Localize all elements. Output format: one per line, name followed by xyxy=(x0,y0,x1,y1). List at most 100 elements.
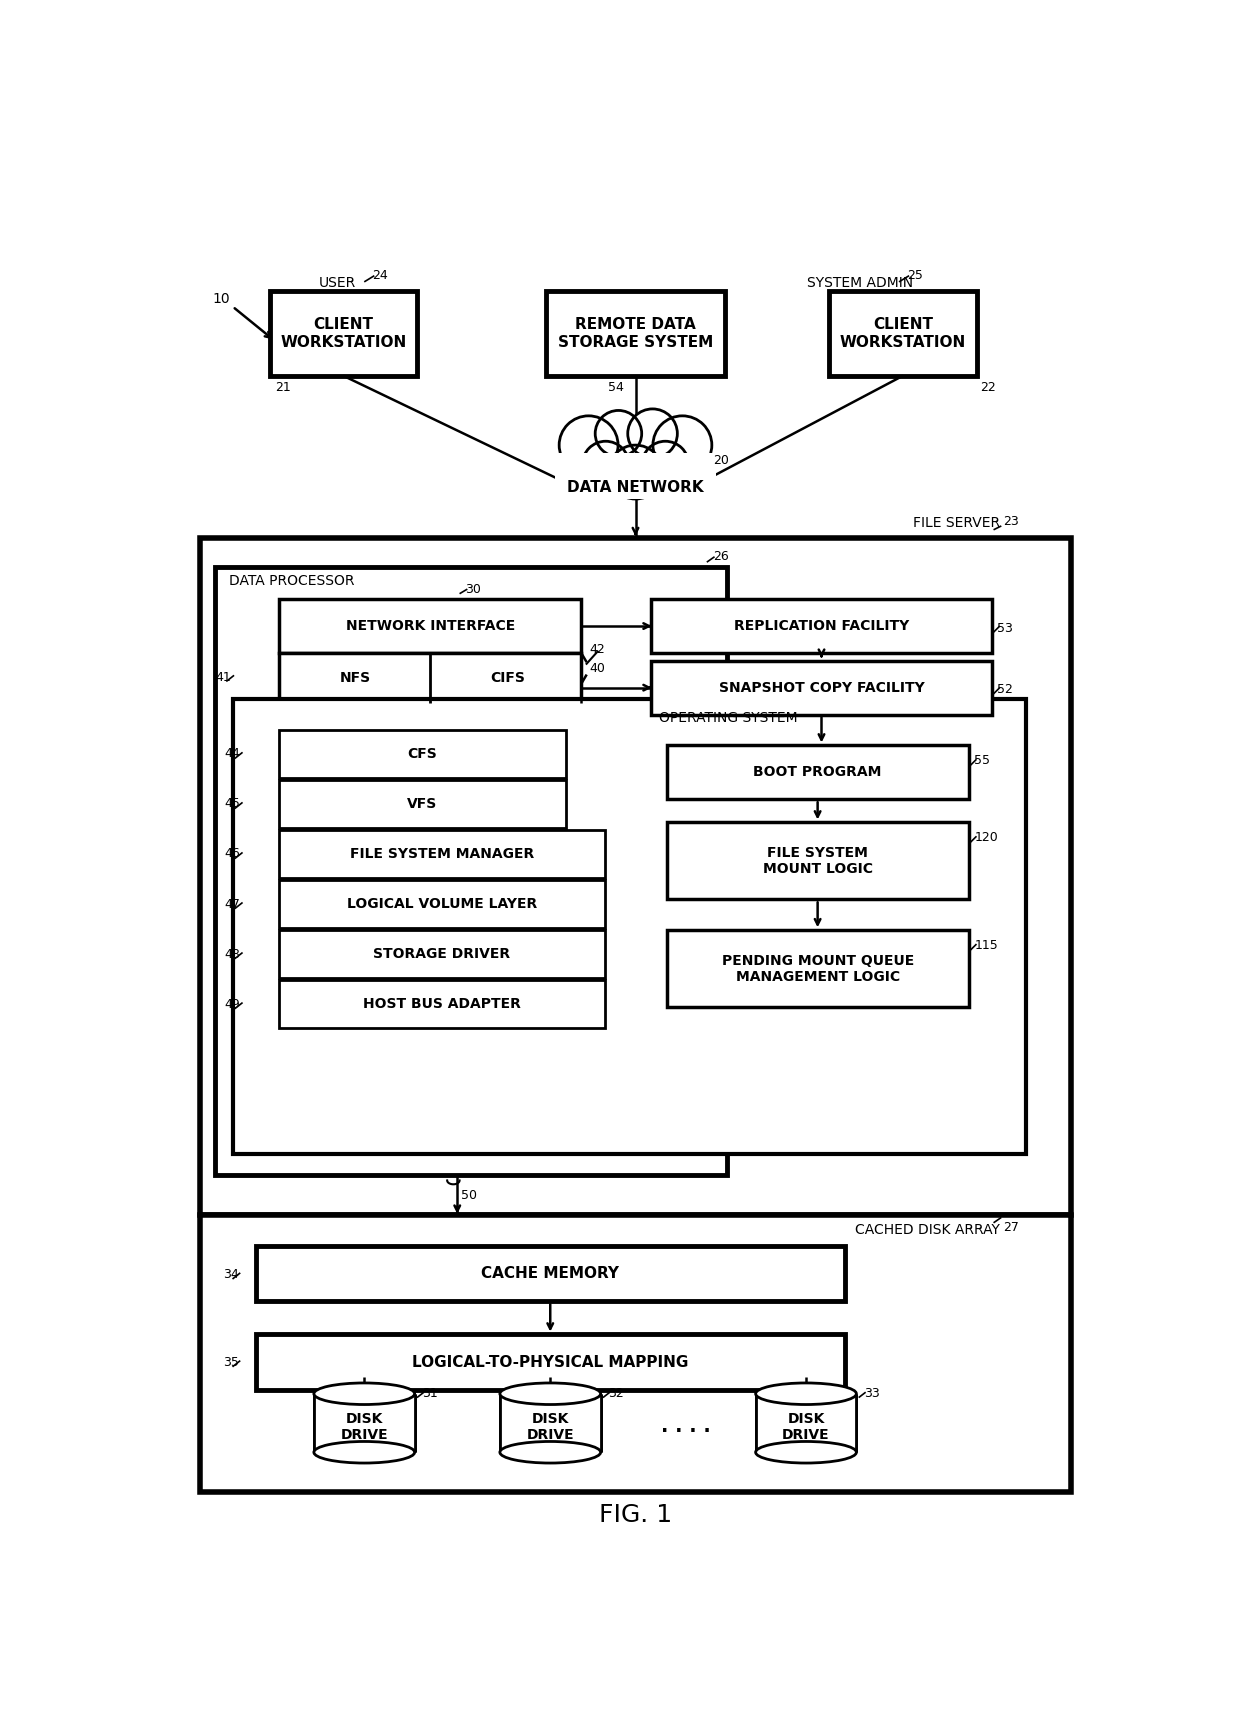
Text: SYSTEM ADMIN: SYSTEM ADMIN xyxy=(807,277,914,291)
Text: 24: 24 xyxy=(372,270,388,282)
Bar xyxy=(216,568,727,1175)
Text: FIG. 1: FIG. 1 xyxy=(599,1503,672,1527)
Text: SNAPSHOT COPY FACILITY: SNAPSHOT COPY FACILITY xyxy=(719,681,924,695)
Bar xyxy=(755,1393,857,1453)
Text: 35: 35 xyxy=(223,1355,239,1369)
Text: 120: 120 xyxy=(975,831,998,845)
Text: 40: 40 xyxy=(589,662,605,674)
Text: CIFS: CIFS xyxy=(490,671,525,685)
Bar xyxy=(200,537,1071,1214)
Text: DISK
DRIVE: DISK DRIVE xyxy=(341,1412,388,1441)
Text: REPLICATION FACILITY: REPLICATION FACILITY xyxy=(734,619,909,633)
Text: 55: 55 xyxy=(975,755,991,767)
Circle shape xyxy=(642,442,688,487)
Text: USER: USER xyxy=(319,277,356,291)
Bar xyxy=(554,452,717,499)
Text: 54: 54 xyxy=(608,380,624,394)
Bar xyxy=(279,831,605,877)
Text: 115: 115 xyxy=(975,939,998,953)
Bar xyxy=(667,931,968,1008)
Text: NFS: NFS xyxy=(340,671,371,685)
Ellipse shape xyxy=(755,1383,857,1405)
Ellipse shape xyxy=(314,1383,414,1405)
Ellipse shape xyxy=(755,1441,857,1464)
Bar xyxy=(270,291,417,375)
Ellipse shape xyxy=(500,1441,600,1464)
Bar xyxy=(667,822,968,900)
Bar xyxy=(279,931,605,979)
Text: 45: 45 xyxy=(224,798,241,810)
Text: DATA PROCESSOR: DATA PROCESSOR xyxy=(228,574,355,588)
Text: 46: 46 xyxy=(224,848,241,860)
Text: DATA NETWORK: DATA NETWORK xyxy=(567,480,704,495)
Text: CFS: CFS xyxy=(408,746,438,760)
Text: 10: 10 xyxy=(212,292,229,306)
Text: 30: 30 xyxy=(465,583,481,597)
Bar xyxy=(547,291,724,375)
Text: 47: 47 xyxy=(224,898,241,910)
Text: 53: 53 xyxy=(997,623,1013,635)
Text: 27: 27 xyxy=(1003,1221,1019,1235)
Circle shape xyxy=(595,411,642,456)
Text: DISK
DRIVE: DISK DRIVE xyxy=(527,1412,574,1441)
Ellipse shape xyxy=(314,1441,414,1464)
Text: CACHE MEMORY: CACHE MEMORY xyxy=(481,1266,619,1281)
Text: 41: 41 xyxy=(216,671,231,685)
Text: 49: 49 xyxy=(224,998,241,1011)
Bar xyxy=(651,599,992,654)
Text: HOST BUS ADAPTER: HOST BUS ADAPTER xyxy=(363,998,521,1011)
Text: 21: 21 xyxy=(275,380,291,394)
Text: OPERATING SYSTEM: OPERATING SYSTEM xyxy=(658,710,797,724)
Text: 42: 42 xyxy=(589,643,605,657)
Circle shape xyxy=(627,409,677,458)
Text: 25: 25 xyxy=(906,270,923,282)
Text: 52: 52 xyxy=(997,683,1013,697)
Text: CLIENT
WORKSTATION: CLIENT WORKSTATION xyxy=(280,316,407,349)
Bar xyxy=(500,1393,600,1453)
Circle shape xyxy=(559,416,618,475)
Circle shape xyxy=(583,442,629,487)
Bar xyxy=(667,745,968,800)
Text: VFS: VFS xyxy=(407,796,438,810)
Text: LOGICAL-TO-PHYSICAL MAPPING: LOGICAL-TO-PHYSICAL MAPPING xyxy=(412,1355,688,1369)
Bar xyxy=(279,729,565,777)
Bar xyxy=(830,291,977,375)
Text: 50: 50 xyxy=(461,1189,477,1202)
Text: FILE SERVER: FILE SERVER xyxy=(913,516,999,530)
Text: 20: 20 xyxy=(713,454,729,468)
Text: 26: 26 xyxy=(713,550,729,562)
Text: DISK
DRIVE: DISK DRIVE xyxy=(782,1412,830,1441)
Bar xyxy=(651,660,992,714)
Bar xyxy=(279,654,582,703)
Text: BOOT PROGRAM: BOOT PROGRAM xyxy=(754,765,882,779)
Bar xyxy=(279,599,582,654)
Text: STORAGE DRIVER: STORAGE DRIVER xyxy=(373,948,511,961)
Bar xyxy=(279,881,605,927)
Text: CLIENT
WORKSTATION: CLIENT WORKSTATION xyxy=(839,316,966,349)
Text: 48: 48 xyxy=(224,948,241,960)
Bar xyxy=(233,700,1025,1154)
Text: FILE SYSTEM MANAGER: FILE SYSTEM MANAGER xyxy=(350,846,534,862)
Bar xyxy=(200,1214,1071,1493)
Text: PENDING MOUNT QUEUE
MANAGEMENT LOGIC: PENDING MOUNT QUEUE MANAGEMENT LOGIC xyxy=(722,953,914,984)
Circle shape xyxy=(609,445,662,499)
Text: NETWORK INTERFACE: NETWORK INTERFACE xyxy=(346,619,515,633)
Circle shape xyxy=(653,416,712,475)
Text: 34: 34 xyxy=(223,1268,239,1281)
Text: 32: 32 xyxy=(609,1388,624,1400)
Bar xyxy=(255,1245,844,1302)
Text: 31: 31 xyxy=(423,1388,438,1400)
Text: FILE SYSTEM
MOUNT LOGIC: FILE SYSTEM MOUNT LOGIC xyxy=(763,846,873,875)
Text: CACHED DISK ARRAY: CACHED DISK ARRAY xyxy=(854,1223,999,1237)
Ellipse shape xyxy=(500,1383,600,1405)
Text: REMOTE DATA
STORAGE SYSTEM: REMOTE DATA STORAGE SYSTEM xyxy=(558,316,713,349)
Bar xyxy=(255,1335,844,1390)
Bar xyxy=(279,781,565,827)
Text: 23: 23 xyxy=(1003,516,1019,528)
Text: . . . .: . . . . xyxy=(661,1417,711,1436)
Text: 22: 22 xyxy=(981,380,996,394)
Text: 44: 44 xyxy=(224,748,241,760)
Bar xyxy=(314,1393,414,1453)
Text: 33: 33 xyxy=(864,1388,880,1400)
Text: LOGICAL VOLUME LAYER: LOGICAL VOLUME LAYER xyxy=(347,898,537,912)
